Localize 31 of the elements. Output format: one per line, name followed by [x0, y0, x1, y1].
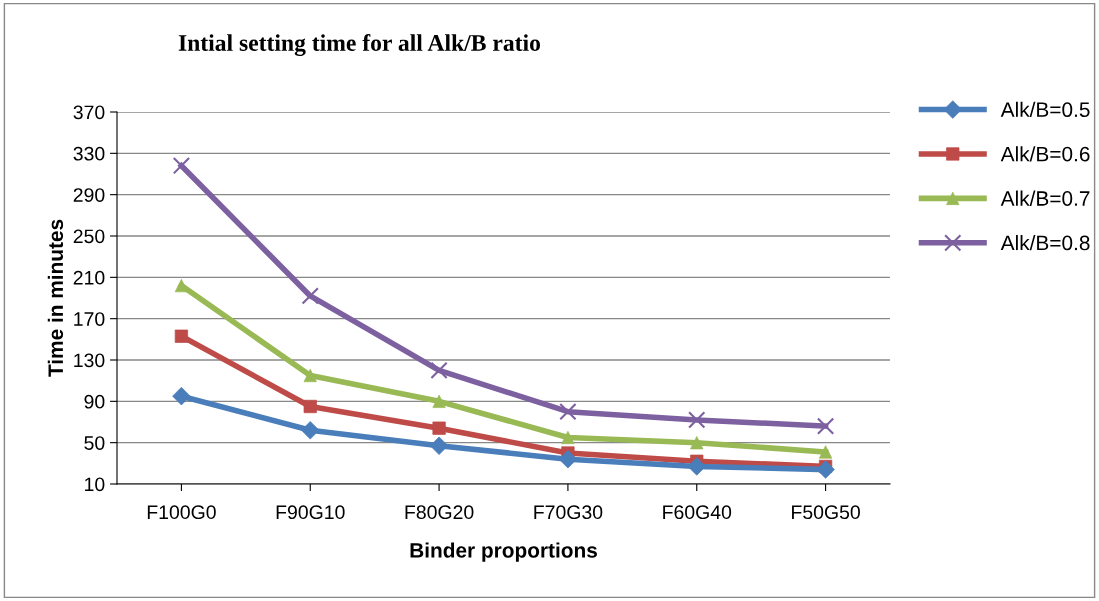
x-tick-label: F90G10: [276, 505, 345, 520]
point: [174, 329, 189, 343]
y-axis-title: Time in minutes: [47, 219, 64, 377]
y-tick-label: 290: [73, 188, 105, 202]
y-tick-label: 10: [85, 477, 105, 492]
x-tick-label: F80G20: [405, 505, 474, 520]
x-tick-label: F70G30: [534, 505, 603, 520]
legend-label: Alk/B=0.7: [1000, 190, 1090, 206]
y-tick-label: 130: [74, 353, 105, 368]
y-tick-label: 90: [84, 394, 105, 409]
y-tick-label: 170: [74, 312, 105, 326]
point: [688, 411, 706, 429]
point: [816, 417, 835, 435]
y-tick-label: 330: [73, 146, 105, 161]
y-tick-label: 250: [73, 229, 105, 244]
legend-label: Alk/B=0.6: [1000, 146, 1090, 162]
legend-label: Alk/B=0.5: [1000, 101, 1090, 118]
y-tick-label: 210: [73, 270, 105, 285]
x-tick-label: F50G50: [792, 505, 860, 520]
point: [172, 157, 191, 175]
chart-title: Intial setting time for all Alk/B ratio: [178, 34, 541, 56]
y-tick-label: 370: [73, 105, 105, 120]
point: [559, 402, 577, 421]
point: [687, 457, 706, 476]
point: [301, 287, 319, 305]
point: [430, 361, 448, 380]
x-tick-label: F60G40: [663, 505, 732, 520]
x-tick-label: F100G0: [147, 505, 216, 520]
x-axis-title: Binder proportions: [410, 542, 597, 562]
y-tick-label: 50: [84, 436, 105, 450]
legend-label: Alk/B=0.8: [1000, 235, 1090, 251]
